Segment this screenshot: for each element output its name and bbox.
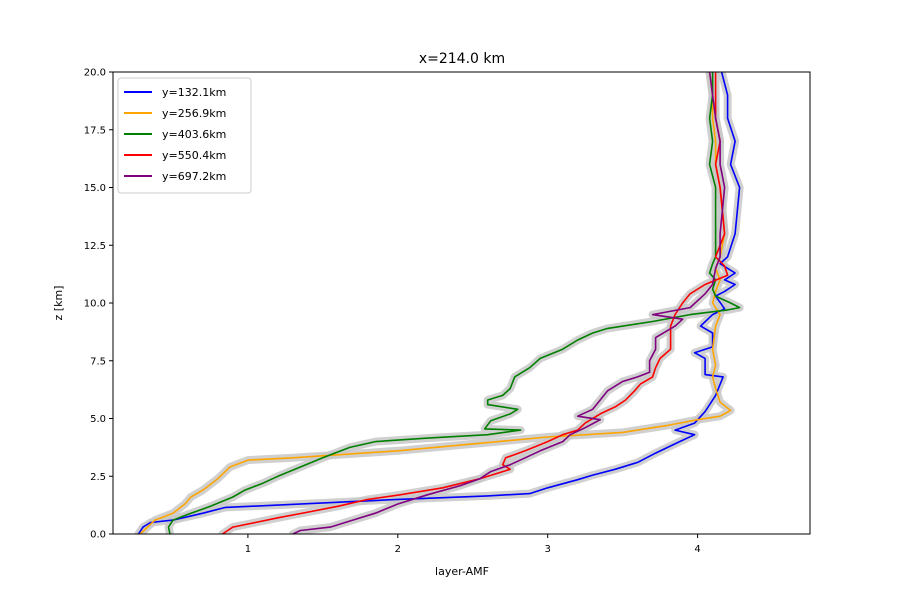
y-axis: 0.0 2.5 5.0 7.5 10.0 12.5 15.0 17.5 20.0 [84,68,113,541]
y-tick-label: 20.0 [84,68,106,79]
chart-title: x=214.0 km [419,51,505,67]
series-line-5 [292,72,726,534]
x-tick-label: 3 [545,544,551,555]
x-axis: 1 2 3 4 [245,534,701,555]
x-tick-label: 4 [694,544,700,555]
series-line-1 [137,72,741,534]
y-tick-label: 12.5 [84,241,106,252]
y-tick-label: 0.0 [90,530,106,541]
y-tick-label: 5.0 [90,414,106,425]
series-group [137,72,741,534]
y-tick-label: 10.0 [84,299,106,310]
y-axis-label: z [km] [52,286,65,321]
series-band-3 [164,72,744,534]
x-axis-label: layer-AMF [435,565,489,578]
legend-label: y=256.9km [162,107,226,120]
legend-label: y=550.4km [162,149,226,162]
legend-label: y=132.1km [162,86,226,99]
series-line-3 [167,72,741,534]
legend-label: y=697.2km [162,170,226,183]
x-tick-label: 1 [245,544,251,555]
y-tick-label: 2.5 [90,472,106,483]
legend-label: y=403.6km [162,128,226,141]
legend-box [117,77,252,194]
x-tick-label: 2 [395,544,401,555]
y-tick-label: 7.5 [90,356,106,367]
legend: y=132.1km y=256.9km y=403.6km y=550.4km y=69… [117,77,252,194]
y-tick-label: 15.0 [84,183,106,194]
y-tick-label: 17.5 [84,125,106,136]
